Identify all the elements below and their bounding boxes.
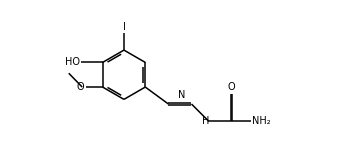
Text: O: O bbox=[76, 82, 84, 92]
Text: I: I bbox=[122, 22, 125, 32]
Text: O: O bbox=[228, 82, 235, 92]
Text: NH₂: NH₂ bbox=[252, 116, 271, 126]
Text: N: N bbox=[178, 90, 185, 100]
Text: H: H bbox=[202, 116, 210, 126]
Text: HO: HO bbox=[65, 57, 79, 67]
